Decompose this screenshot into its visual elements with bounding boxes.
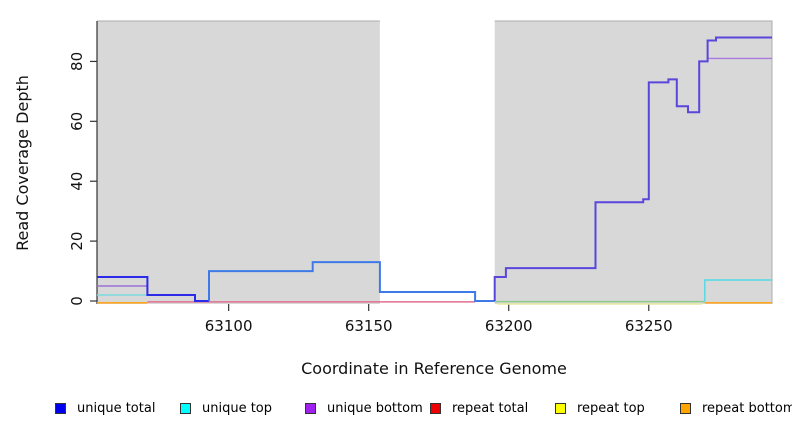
x-tick-label: 63100 xyxy=(205,317,253,335)
legend-item-repeat-bottom: repeat bottom xyxy=(680,401,792,416)
legend-swatch-unique-total xyxy=(55,402,66,414)
legend: unique total unique top unique bottom repea… xyxy=(55,398,792,418)
legend-label-unique-top: unique top xyxy=(202,400,273,416)
legend-item-unique-total: unique total xyxy=(55,401,180,416)
series-unique-top xyxy=(704,279,772,302)
legend-item-repeat-top: repeat top xyxy=(555,401,680,416)
series-unique-total xyxy=(208,261,495,302)
legend-swatch-unique-top xyxy=(180,402,191,414)
x-tick-label: 63200 xyxy=(485,317,533,335)
legend-label-repeat-total: repeat total xyxy=(452,400,529,416)
y-tick-label: 20 xyxy=(68,232,86,251)
y-tick-label: 80 xyxy=(68,52,86,71)
legend-label-repeat-top: repeat top xyxy=(577,400,645,416)
y-tick-label: 60 xyxy=(68,112,86,131)
x-tick-label: 63250 xyxy=(625,317,673,335)
legend-label-unique-total: unique total xyxy=(77,400,156,416)
legend-swatch-repeat-bottom xyxy=(680,402,691,414)
x-tick-label: 63150 xyxy=(345,317,393,335)
gap-band xyxy=(379,20,495,304)
x-axis-title: Coordinate in Reference Genome xyxy=(301,359,567,378)
legend-swatch-repeat-total xyxy=(430,402,441,414)
y-tick-label: 40 xyxy=(68,172,86,191)
panel-border xyxy=(97,20,773,304)
legend-label-unique-bottom: unique bottom xyxy=(327,400,423,416)
y-axis-title: Read Coverage Depth xyxy=(13,75,32,251)
series-unique-total xyxy=(97,276,209,302)
legend-item-unique-bottom: unique bottom xyxy=(305,401,430,416)
legend-swatch-unique-bottom xyxy=(305,402,316,414)
y-tick-label: 0 xyxy=(68,296,86,306)
legend-label-repeat-bottom: repeat bottom xyxy=(702,400,792,416)
legend-item-repeat-total: repeat total xyxy=(430,401,555,416)
legend-swatch-repeat-top xyxy=(555,402,566,414)
series-unique-total xyxy=(493,36,772,301)
legend-item-unique-top: unique top xyxy=(180,401,305,416)
